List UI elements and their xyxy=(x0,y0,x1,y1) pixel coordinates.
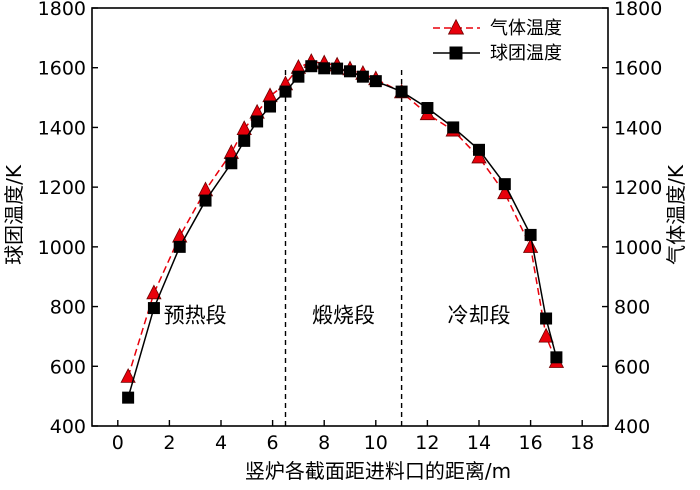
data-point-pellet xyxy=(292,70,305,83)
data-point-pellet xyxy=(238,134,251,147)
data-point-gas xyxy=(522,238,539,253)
data-point-gas xyxy=(236,120,252,135)
data-point-pellet xyxy=(540,312,553,325)
data-point-pellet xyxy=(173,240,186,253)
y-tick-label-right: 1600 xyxy=(614,58,662,80)
legend-marker-square xyxy=(449,46,463,60)
x-tick-label: 18 xyxy=(570,432,594,454)
x-tick-label: 8 xyxy=(318,432,330,454)
data-point-pellet xyxy=(395,85,408,98)
data-point-pellet xyxy=(122,391,135,404)
section-dividers xyxy=(284,67,403,426)
data-point-pellet xyxy=(251,115,264,128)
data-point-pellet xyxy=(225,157,238,170)
y-tick-label-right: 1400 xyxy=(614,117,662,139)
x-tick-label: 10 xyxy=(364,432,388,454)
region-label: 冷却段 xyxy=(448,304,511,328)
x-tick-label: 6 xyxy=(267,432,279,454)
y-axis-title-right: 气体温度/K xyxy=(664,164,688,265)
x-tick-label: 12 xyxy=(415,432,439,454)
data-point-pellet xyxy=(305,60,318,73)
region-label: 预热段 xyxy=(164,304,227,328)
data-point-pellet xyxy=(279,85,292,98)
y-tick-label-right: 600 xyxy=(614,356,650,378)
data-point-gas xyxy=(223,144,239,159)
legend-label: 气体温度 xyxy=(490,18,562,39)
y-tick-label-right: 1000 xyxy=(614,237,662,259)
data-point-gas xyxy=(471,148,487,164)
data-point-pellet xyxy=(344,65,356,78)
data-point-pellet xyxy=(524,228,537,241)
axis-ticks: 0 2 4 6 8 10 12 14 16 18 400 400 600 600 800 800 1000 100… xyxy=(38,0,663,454)
y-tick-label-right: 1200 xyxy=(614,177,662,199)
data-point-pellet xyxy=(369,75,382,88)
y-tick-label-right: 800 xyxy=(614,297,650,319)
data-point-pellet xyxy=(199,194,212,207)
x-tick-label: 2 xyxy=(163,432,175,454)
legend-label: 球团温度 xyxy=(490,43,562,64)
y-tick-label-right: 400 xyxy=(614,416,650,438)
y-axis-title-left: 球团温度/K xyxy=(2,164,26,265)
y-tick-label-left: 800 xyxy=(50,297,86,319)
data-point-pellet xyxy=(498,178,511,191)
series-pellet-temperature xyxy=(122,60,563,404)
y-tick-label-right: 1800 xyxy=(614,0,662,20)
x-tick-label: 0 xyxy=(112,432,124,454)
x-tick-label: 4 xyxy=(215,432,227,454)
series-gas-temperature xyxy=(120,53,565,383)
y-tick-label-left: 1800 xyxy=(38,0,86,20)
region-label: 煅烧段 xyxy=(312,304,375,328)
data-point-pellet xyxy=(318,62,331,75)
data-point-gas xyxy=(172,227,188,243)
series-line xyxy=(127,65,558,398)
data-point-pellet xyxy=(473,143,485,156)
y-tick-label-left: 1400 xyxy=(38,117,86,139)
y-tick-label-left: 1200 xyxy=(38,177,86,199)
y-tick-label-left: 600 xyxy=(50,356,86,378)
x-tick-label: 14 xyxy=(467,432,491,454)
series-line xyxy=(127,60,558,377)
data-point-pellet xyxy=(447,121,460,134)
data-point-pellet xyxy=(147,302,160,315)
data-point-pellet xyxy=(421,102,434,115)
x-tick-label: 16 xyxy=(519,432,543,454)
data-point-pellet xyxy=(331,62,344,75)
plot-frame xyxy=(91,7,609,427)
y-tick-label-left: 400 xyxy=(50,416,86,438)
data-point-pellet xyxy=(356,70,369,83)
y-tick-label-left: 1000 xyxy=(38,237,86,259)
data-point-gas xyxy=(120,368,136,383)
data-point-gas xyxy=(262,87,278,103)
data-point-gas xyxy=(146,284,162,300)
y-tick-label-left: 1600 xyxy=(38,58,86,80)
data-point-pellet xyxy=(550,351,563,364)
data-point-pellet xyxy=(264,100,277,113)
x-axis-title: 竖炉各截面距进料口的距离/m xyxy=(245,459,511,483)
legend-marker-triangle xyxy=(447,18,465,35)
data-point-gas xyxy=(538,327,554,343)
region-labels: 预热段 煅烧段 冷却段 xyxy=(164,304,511,328)
series-layer xyxy=(120,53,565,404)
